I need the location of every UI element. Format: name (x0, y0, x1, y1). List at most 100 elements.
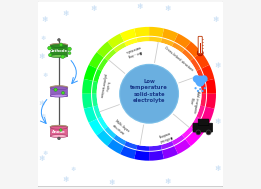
Wedge shape (120, 146, 136, 159)
Circle shape (206, 130, 211, 135)
Text: ❄: ❄ (215, 117, 221, 126)
Circle shape (200, 75, 208, 83)
Circle shape (197, 90, 199, 92)
Wedge shape (174, 33, 191, 48)
Wedge shape (182, 49, 194, 61)
Circle shape (48, 46, 51, 50)
FancyBboxPatch shape (37, 0, 224, 187)
Wedge shape (97, 130, 113, 146)
Text: ❄: ❄ (62, 175, 69, 184)
Circle shape (49, 53, 52, 57)
Text: ❄: ❄ (40, 114, 46, 119)
Wedge shape (84, 107, 97, 123)
Text: ❄: ❄ (40, 36, 46, 40)
Wedge shape (201, 107, 214, 123)
Wedge shape (185, 41, 201, 58)
Wedge shape (149, 27, 164, 37)
Wedge shape (89, 52, 104, 69)
Text: ❄: ❄ (164, 177, 171, 186)
Text: Alte...ing
materials: Alte...ing materials (124, 44, 143, 58)
Text: ❄: ❄ (42, 73, 48, 78)
Circle shape (194, 87, 197, 89)
Text: ❄: ❄ (38, 52, 44, 61)
Wedge shape (200, 81, 206, 94)
Bar (50, 128, 68, 136)
Wedge shape (206, 79, 216, 94)
Circle shape (196, 79, 204, 87)
Wedge shape (107, 139, 124, 154)
Text: Cross-linked structure: Cross-linked structure (163, 46, 193, 72)
Text: ❄: ❄ (38, 99, 44, 108)
Wedge shape (149, 37, 162, 43)
Circle shape (61, 55, 64, 59)
Circle shape (62, 91, 64, 94)
Wedge shape (172, 135, 185, 145)
Circle shape (58, 39, 60, 41)
FancyBboxPatch shape (198, 119, 209, 125)
Bar (50, 46, 68, 56)
Wedge shape (107, 33, 124, 48)
Wedge shape (161, 141, 174, 149)
Circle shape (58, 137, 60, 140)
Wedge shape (89, 119, 104, 136)
Bar (200, 43, 201, 53)
Wedge shape (92, 81, 98, 94)
Wedge shape (93, 69, 102, 82)
Text: ❄: ❄ (42, 15, 48, 24)
Text: ❄: ❄ (109, 178, 115, 187)
Wedge shape (114, 135, 126, 145)
Text: Anode: Anode (52, 130, 66, 134)
Wedge shape (82, 94, 93, 109)
Wedge shape (114, 42, 126, 53)
Text: ❄: ❄ (38, 154, 44, 163)
Wedge shape (149, 150, 164, 161)
Text: Multi-layer
structure: Multi-layer structure (110, 119, 130, 138)
Text: ❄: ❄ (215, 164, 221, 173)
Circle shape (193, 75, 200, 83)
Bar (50, 88, 68, 96)
Text: Add inorganic
filler: Add inorganic filler (187, 90, 200, 114)
Ellipse shape (50, 44, 68, 47)
Text: Artificial
coating: Artificial coating (157, 130, 173, 143)
Wedge shape (201, 65, 214, 81)
Ellipse shape (50, 135, 68, 138)
Wedge shape (82, 79, 93, 94)
Wedge shape (194, 119, 209, 136)
Wedge shape (185, 130, 201, 146)
Text: In-situ
polymerization: In-situ polymerization (98, 73, 111, 99)
Wedge shape (194, 52, 209, 69)
Ellipse shape (50, 94, 68, 97)
Circle shape (195, 76, 205, 86)
Wedge shape (137, 37, 149, 43)
Circle shape (196, 130, 201, 135)
Ellipse shape (50, 125, 68, 129)
Wedge shape (134, 27, 149, 37)
Wedge shape (206, 94, 216, 109)
Text: ❄: ❄ (215, 61, 221, 70)
Ellipse shape (50, 87, 68, 90)
Wedge shape (190, 116, 200, 129)
Circle shape (118, 63, 180, 124)
Wedge shape (182, 126, 194, 138)
Wedge shape (124, 141, 138, 149)
Wedge shape (172, 42, 185, 53)
Text: ❄: ❄ (90, 4, 97, 13)
Ellipse shape (50, 43, 68, 47)
Text: ❄: ❄ (164, 4, 171, 13)
Circle shape (68, 52, 71, 55)
Text: ❄: ❄ (137, 2, 143, 11)
Ellipse shape (50, 55, 68, 58)
Ellipse shape (50, 126, 68, 129)
Wedge shape (174, 139, 191, 154)
Wedge shape (196, 105, 205, 119)
Wedge shape (93, 105, 102, 119)
FancyBboxPatch shape (193, 123, 213, 132)
Wedge shape (162, 146, 178, 159)
Text: ❄: ❄ (213, 15, 219, 24)
Wedge shape (124, 38, 138, 46)
Circle shape (54, 88, 57, 91)
Ellipse shape (50, 86, 68, 89)
Text: ❄: ❄ (62, 9, 69, 18)
Wedge shape (120, 29, 136, 42)
Wedge shape (149, 145, 162, 151)
